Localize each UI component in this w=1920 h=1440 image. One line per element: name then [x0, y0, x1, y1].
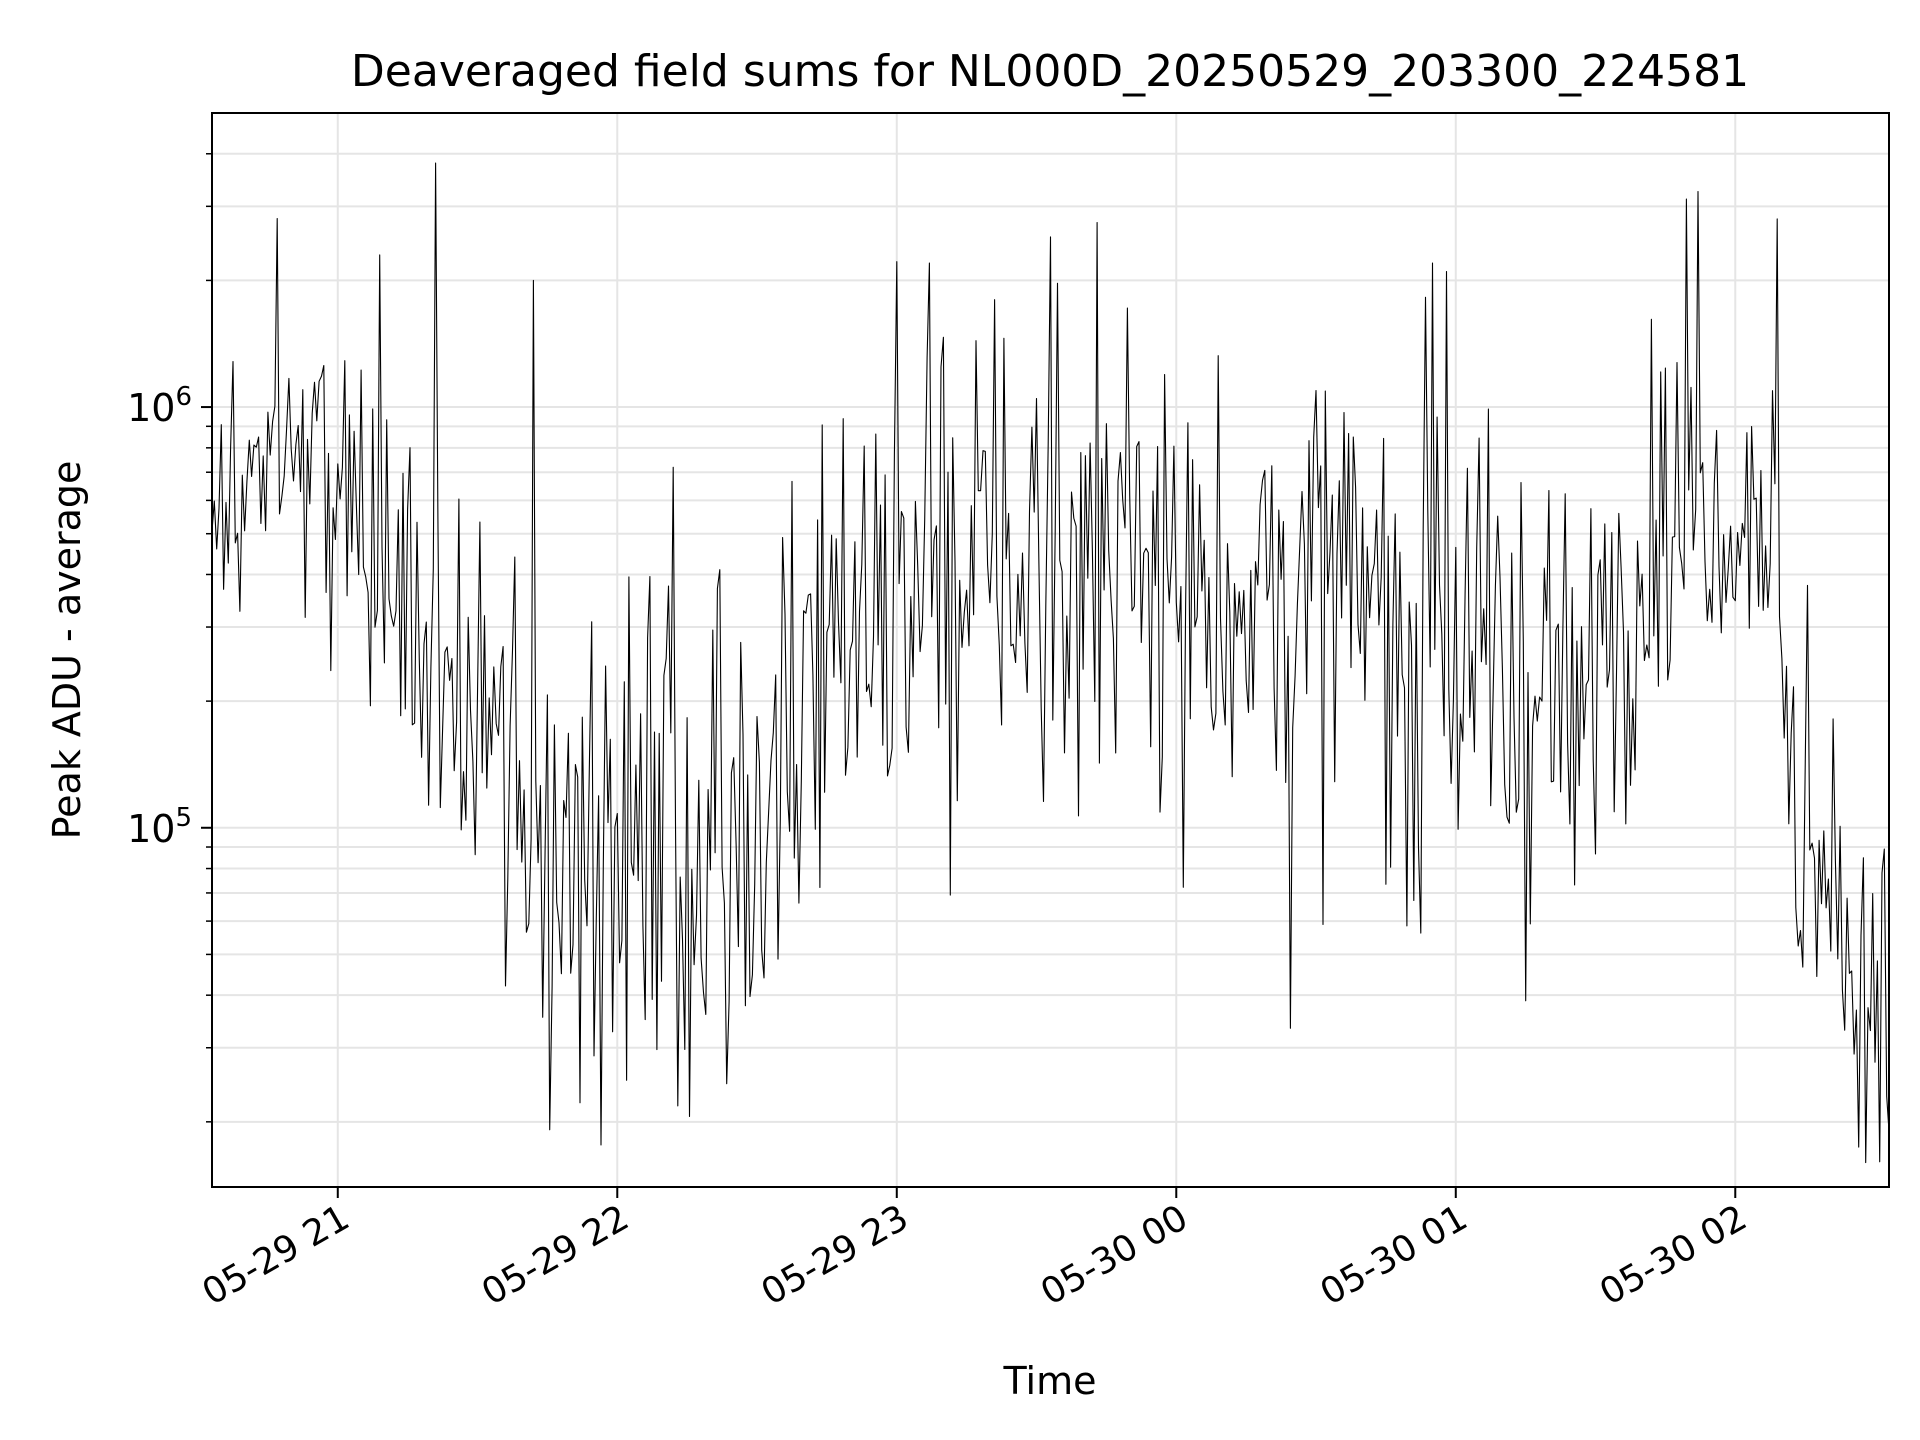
- chart-title: Deaveraged field sums for NL000D_2025052…: [351, 46, 1749, 97]
- grid: [212, 113, 1889, 1187]
- y-tick-label-base: 10: [127, 807, 175, 851]
- y-tick-label: 106: [127, 382, 192, 430]
- y-tick-label-exponent: 5: [175, 803, 192, 833]
- y-tick-label: 105: [127, 803, 192, 851]
- x-axis-label: Time: [1003, 1359, 1097, 1403]
- y-tick-label-exponent: 6: [175, 382, 192, 412]
- plot-frame: [211, 112, 1890, 1188]
- series-line: [211, 162, 1890, 1164]
- y-tick-label-base: 10: [127, 386, 175, 430]
- series: [211, 162, 1890, 1164]
- y-axis-label: Peak ADU - average: [45, 461, 89, 840]
